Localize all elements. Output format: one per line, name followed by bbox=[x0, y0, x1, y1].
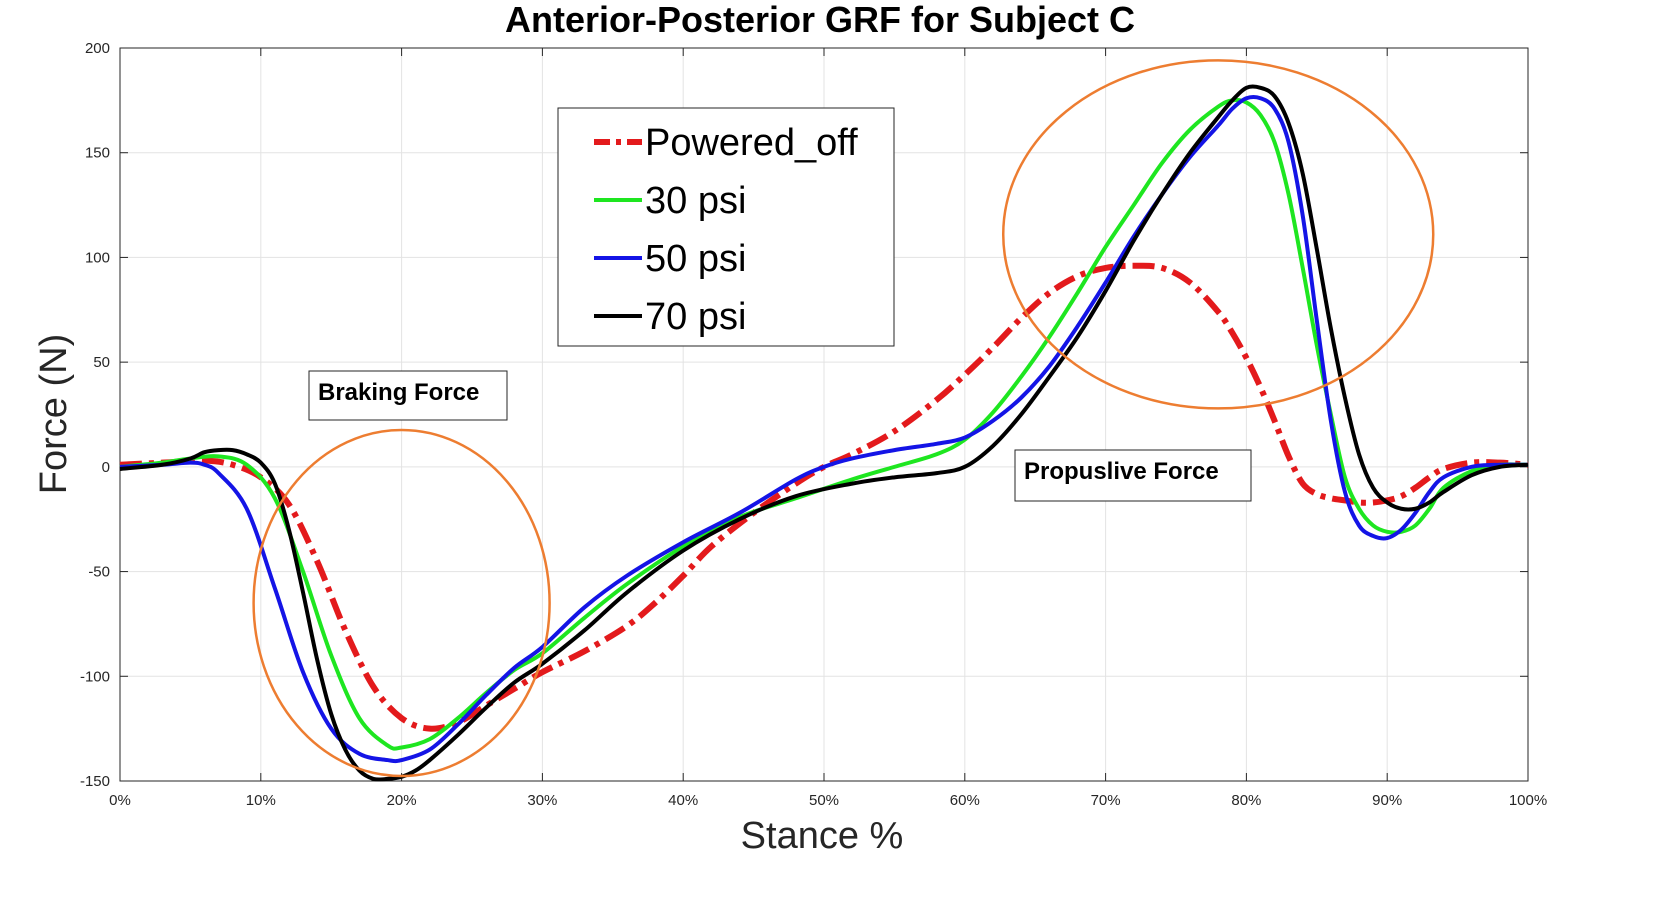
propulsive-ellipse bbox=[1001, 59, 1435, 410]
x-tick-label: 100% bbox=[1509, 792, 1547, 809]
x-tick-label: 80% bbox=[1231, 792, 1261, 809]
x-tick-label: 90% bbox=[1372, 792, 1402, 809]
x-tick-label: 0% bbox=[109, 792, 131, 809]
legend-label-70-psi: 70 psi bbox=[645, 296, 746, 338]
x-tick-label: 20% bbox=[387, 792, 417, 809]
series-line-powered-off bbox=[119, 262, 1529, 732]
legend: Powered_off 30 psi 50 psi 70 psi bbox=[557, 107, 895, 347]
highlight-ellipses bbox=[252, 59, 1435, 778]
y-tick-label: -100 bbox=[80, 668, 110, 685]
axis-ticks: 0% 10% 20% 30% 40% 50% 60% 70% 80% 90% 100% -150 -10… bbox=[80, 40, 1547, 809]
y-tick-label: 100 bbox=[85, 249, 110, 266]
y-axis-title: Force (N) bbox=[33, 334, 75, 494]
y-tick-label: 150 bbox=[85, 145, 110, 162]
x-tick-label: 10% bbox=[246, 792, 276, 809]
x-axis-title: Stance % bbox=[741, 815, 904, 857]
y-tick-label: -50 bbox=[88, 564, 110, 581]
chart-title: Anterior-Posterior GRF for Subject C bbox=[505, 0, 1135, 40]
x-tick-label: 70% bbox=[1091, 792, 1121, 809]
legend-label-30-psi: 30 psi bbox=[645, 180, 746, 222]
legend-label-powered-off: Powered_off bbox=[645, 122, 858, 164]
x-tick-label: 60% bbox=[950, 792, 980, 809]
series-line-30-psi bbox=[119, 98, 1529, 751]
y-tick-label: 50 bbox=[93, 354, 110, 371]
annotation-propulsive-box bbox=[1014, 449, 1252, 502]
y-tick-label: -150 bbox=[80, 773, 110, 790]
x-tick-label: 30% bbox=[527, 792, 557, 809]
annotation-propulsive-label: Propuslive Force bbox=[1024, 458, 1219, 485]
annotation-braking-box bbox=[308, 370, 508, 421]
series-line-70-psi bbox=[119, 84, 1529, 782]
legend-label-50-psi: 50 psi bbox=[645, 238, 746, 280]
braking-ellipse bbox=[252, 428, 551, 778]
annotation-braking-label: Braking Force bbox=[318, 379, 479, 406]
annotation-propulsive: Propuslive Force bbox=[1014, 449, 1252, 502]
series-lines bbox=[119, 84, 1529, 782]
legend-box bbox=[557, 107, 895, 347]
annotation-braking: Braking Force bbox=[308, 370, 508, 421]
series-line-50-psi bbox=[119, 94, 1529, 764]
y-tick-label: 0 bbox=[102, 459, 110, 476]
x-tick-label: 50% bbox=[809, 792, 839, 809]
x-tick-label: 40% bbox=[668, 792, 698, 809]
y-tick-label: 200 bbox=[85, 40, 110, 57]
